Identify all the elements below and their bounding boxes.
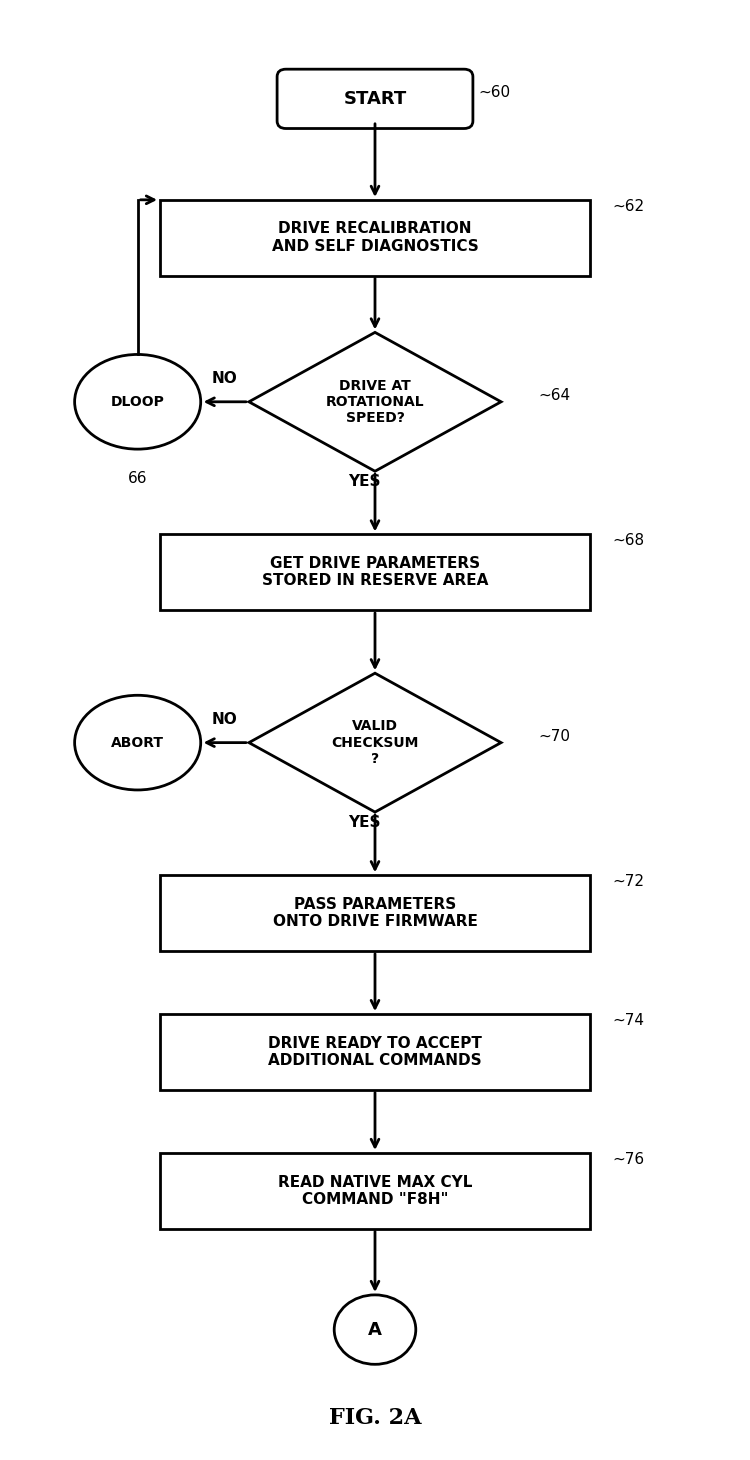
Text: FIG. 2A: FIG. 2A: [328, 1407, 422, 1429]
Text: ~76: ~76: [612, 1152, 644, 1167]
Bar: [160, 1015, 590, 1089]
Text: ~64: ~64: [538, 388, 570, 403]
Bar: [160, 200, 590, 276]
Text: READ NATIVE MAX CYL
COMMAND "F8H": READ NATIVE MAX CYL COMMAND "F8H": [278, 1174, 472, 1207]
Text: PASS PARAMETERS
ONTO DRIVE FIRMWARE: PASS PARAMETERS ONTO DRIVE FIRMWARE: [272, 896, 478, 929]
Text: DRIVE READY TO ACCEPT
ADDITIONAL COMMANDS: DRIVE READY TO ACCEPT ADDITIONAL COMMAND…: [268, 1035, 482, 1069]
Text: ~62: ~62: [612, 199, 644, 213]
Text: VALID
CHECKSUM
?: VALID CHECKSUM ?: [332, 720, 419, 766]
Text: ~68: ~68: [612, 533, 644, 548]
Text: ~60: ~60: [478, 85, 511, 101]
Text: YES: YES: [347, 474, 380, 489]
Text: GET DRIVE PARAMETERS
STORED IN RESERVE AREA: GET DRIVE PARAMETERS STORED IN RESERVE A…: [262, 556, 488, 588]
Text: ~72: ~72: [612, 875, 644, 889]
Text: ~74: ~74: [612, 1013, 644, 1028]
Ellipse shape: [74, 695, 201, 790]
FancyBboxPatch shape: [277, 69, 473, 128]
Text: 66: 66: [128, 472, 148, 486]
Text: DRIVE RECALIBRATION
AND SELF DIAGNOSTICS: DRIVE RECALIBRATION AND SELF DIAGNOSTICS: [272, 222, 478, 254]
Text: NO: NO: [212, 712, 238, 727]
Polygon shape: [249, 333, 501, 472]
Text: ABORT: ABORT: [111, 736, 164, 749]
Text: START: START: [344, 91, 406, 108]
Bar: [160, 1153, 590, 1229]
Text: DRIVE AT
ROTATIONAL
SPEED?: DRIVE AT ROTATIONAL SPEED?: [326, 378, 424, 425]
Text: NO: NO: [212, 371, 238, 385]
Text: YES: YES: [347, 815, 380, 831]
Bar: [160, 875, 590, 950]
Circle shape: [334, 1295, 416, 1364]
Polygon shape: [249, 673, 501, 812]
Text: ~70: ~70: [538, 729, 570, 743]
Ellipse shape: [74, 355, 201, 450]
Bar: [160, 534, 590, 610]
Text: A: A: [368, 1321, 382, 1339]
Text: DLOOP: DLOOP: [111, 394, 164, 409]
